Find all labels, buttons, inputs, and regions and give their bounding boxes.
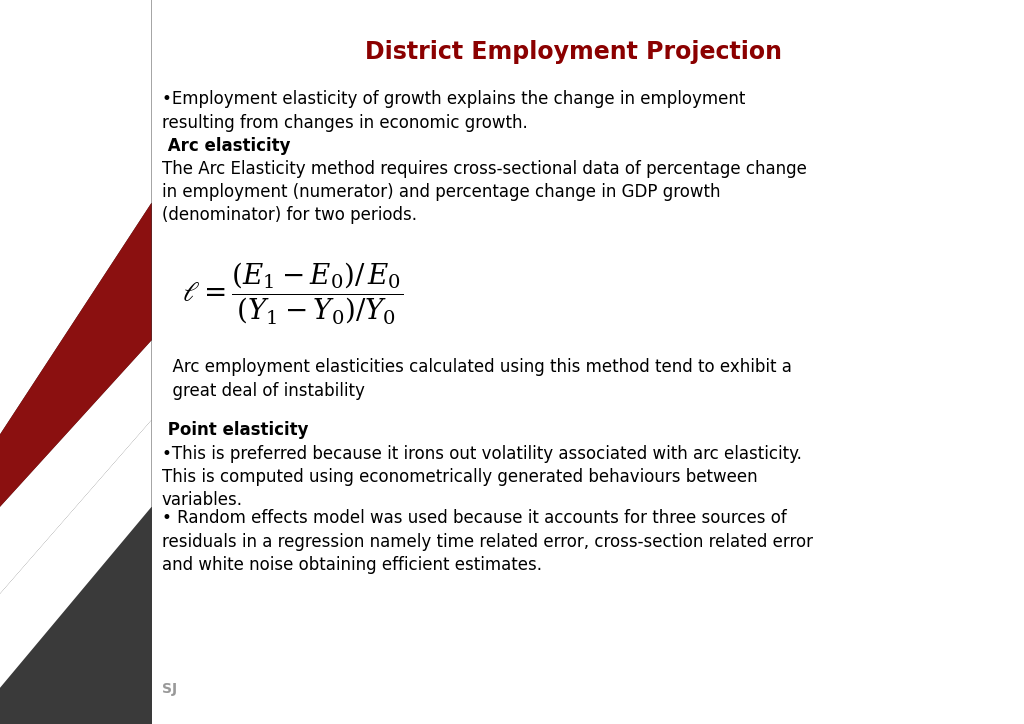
Text: $\ell = \dfrac{(E_1 - E_0)/\, E_0}{(Y_1 - Y_0)/Y_0}$: $\ell = \dfrac{(E_1 - E_0)/\, E_0}{(Y_1 … bbox=[182, 261, 403, 326]
Text: •Employment elasticity of growth explains the change in employment: •Employment elasticity of growth explain… bbox=[162, 90, 745, 109]
Text: This is computed using econometrically generated behaviours between: This is computed using econometrically g… bbox=[162, 468, 758, 486]
Text: SJ: SJ bbox=[162, 683, 182, 696]
Text: Arc employment elasticities calculated using this method tend to exhibit a: Arc employment elasticities calculated u… bbox=[162, 358, 792, 376]
Polygon shape bbox=[0, 420, 152, 688]
Polygon shape bbox=[0, 340, 152, 594]
Text: The Arc Elasticity method requires cross-sectional data of percentage change: The Arc Elasticity method requires cross… bbox=[162, 160, 807, 178]
Text: variables.: variables. bbox=[162, 491, 243, 509]
Text: in employment (numerator) and percentage change in GDP growth: in employment (numerator) and percentage… bbox=[162, 183, 720, 201]
Text: great deal of instability: great deal of instability bbox=[162, 382, 365, 400]
Text: residuals in a regression namely time related error, cross-section related error: residuals in a regression namely time re… bbox=[162, 533, 813, 550]
Text: resulting from changes in economic growth.: resulting from changes in economic growt… bbox=[162, 114, 527, 132]
Text: • Random effects model was used because it accounts for three sources of: • Random effects model was used because … bbox=[162, 510, 786, 527]
Text: and white noise obtaining efficient estimates.: and white noise obtaining efficient esti… bbox=[162, 556, 542, 573]
Text: (denominator) for two periods.: (denominator) for two periods. bbox=[162, 206, 417, 224]
Text: Arc elasticity: Arc elasticity bbox=[162, 137, 290, 155]
Text: District Employment Projection: District Employment Projection bbox=[365, 40, 782, 64]
Polygon shape bbox=[0, 0, 152, 724]
Text: Point elasticity: Point elasticity bbox=[162, 421, 308, 439]
Polygon shape bbox=[0, 0, 152, 434]
Text: •This is preferred because it irons out volatility associated with arc elasticit: •This is preferred because it irons out … bbox=[162, 445, 802, 463]
Polygon shape bbox=[0, 203, 152, 507]
